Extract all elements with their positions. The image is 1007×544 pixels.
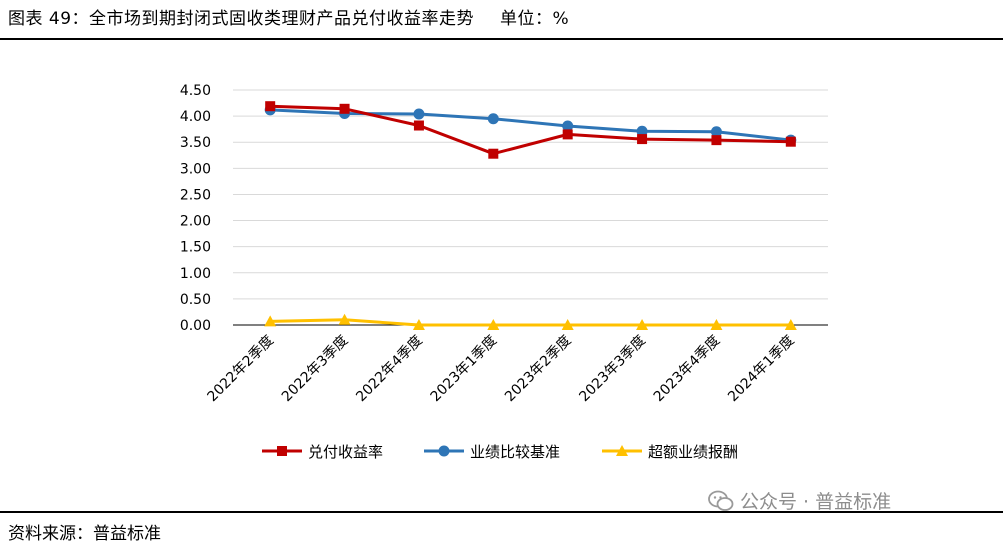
y-tick-label: 2.00 xyxy=(180,214,211,230)
legend-label: 超额业绩报酬 xyxy=(648,443,738,461)
y-tick-label: 4.50 xyxy=(180,83,211,99)
x-tick-label: 2022年3季度 xyxy=(279,333,352,406)
y-tick-label: 2.50 xyxy=(180,187,211,203)
watermark-text: 公众号 · 普益标准 xyxy=(740,491,892,513)
series-group xyxy=(264,101,797,330)
data-point xyxy=(264,315,277,327)
series-line xyxy=(270,108,791,142)
data-point xyxy=(784,319,797,330)
x-tick-label: 2023年4季度 xyxy=(651,333,724,406)
data-point xyxy=(338,313,351,325)
y-tick-label: 1.50 xyxy=(180,240,211,256)
unit-label: 单位：% xyxy=(500,9,570,29)
y-tick-label: 0.00 xyxy=(180,318,211,334)
data-point xyxy=(710,319,723,330)
y-axis-ticks: 0.00 0.50 1.00 1.50 2.00 2.50 3.00 3.50 4.00 4.50 xyxy=(180,83,211,334)
legend-label: 业绩比较基准 xyxy=(470,443,560,461)
data-point xyxy=(339,103,350,114)
series-1 xyxy=(265,101,796,159)
chart-header: 图表 49：全市场到期封闭式固收类理财产品兑付收益率走势 单位：% xyxy=(8,4,569,29)
legend-label: 兑付收益率 xyxy=(308,443,383,461)
series-3 xyxy=(264,313,797,330)
legend-marker xyxy=(616,445,628,456)
data-point xyxy=(710,126,722,138)
data-point xyxy=(488,148,499,159)
data-point xyxy=(413,120,424,131)
data-point xyxy=(413,108,425,120)
series-line xyxy=(270,104,791,156)
x-tick-label: 2023年3季度 xyxy=(576,333,649,406)
x-tick-label: 2023年2季度 xyxy=(502,333,575,406)
data-point xyxy=(562,129,573,140)
gridlines xyxy=(233,89,828,300)
legend: 兑付收益率 业绩比较基准 超额业绩报酬 xyxy=(262,443,738,461)
data-point xyxy=(636,125,648,137)
legend-marker xyxy=(277,446,287,456)
legend-item-3: 超额业绩报酬 xyxy=(602,443,738,461)
source-note: 资料来源：普益标准 xyxy=(8,524,161,544)
legend-marker xyxy=(438,445,450,457)
data-point xyxy=(487,319,500,330)
data-point xyxy=(562,120,574,132)
y-tick-label: 1.00 xyxy=(180,266,211,282)
bottom-rule xyxy=(0,511,1003,513)
data-point xyxy=(265,101,276,112)
y-tick-label: 3.00 xyxy=(180,161,211,177)
data-point xyxy=(637,134,648,145)
data-point xyxy=(487,113,499,125)
x-tick-label: 2024年1季度 xyxy=(725,333,798,406)
y-tick-label: 3.50 xyxy=(180,135,211,151)
figure-title: 图表 49：全市场到期封闭式固收类理财产品兑付收益率走势 xyxy=(8,9,475,29)
data-point xyxy=(785,136,796,147)
legend-item-2: 业绩比较基准 xyxy=(424,443,560,461)
legend-item-1: 兑付收益率 xyxy=(262,443,383,461)
y-tick-label: 4.00 xyxy=(180,109,211,125)
x-tick-label: 2023年1季度 xyxy=(428,333,501,406)
x-tick-label: 2022年4季度 xyxy=(353,333,426,406)
data-point xyxy=(412,319,425,330)
data-point xyxy=(711,135,722,146)
x-tick-label: 2022年2季度 xyxy=(205,333,278,406)
data-point xyxy=(561,319,574,330)
x-axis-ticks: 2022年2季度 2022年3季度 2022年4季度 2023年1季度 2023年2季度… xyxy=(205,333,798,406)
watermark: 公众号 · 普益标准 xyxy=(708,487,891,514)
y-tick-label: 0.50 xyxy=(180,292,211,308)
series-line xyxy=(270,318,791,327)
wechat-icon xyxy=(708,490,734,511)
top-rule xyxy=(0,38,1003,40)
data-point xyxy=(636,319,649,330)
